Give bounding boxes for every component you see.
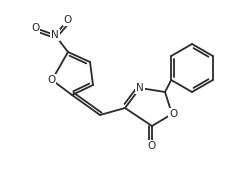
Text: N: N	[136, 83, 144, 93]
Text: O: O	[31, 23, 39, 33]
Text: O: O	[148, 141, 156, 151]
Text: O: O	[47, 75, 55, 85]
Text: O: O	[169, 109, 177, 119]
Text: N: N	[51, 30, 59, 40]
Text: O: O	[64, 15, 72, 25]
